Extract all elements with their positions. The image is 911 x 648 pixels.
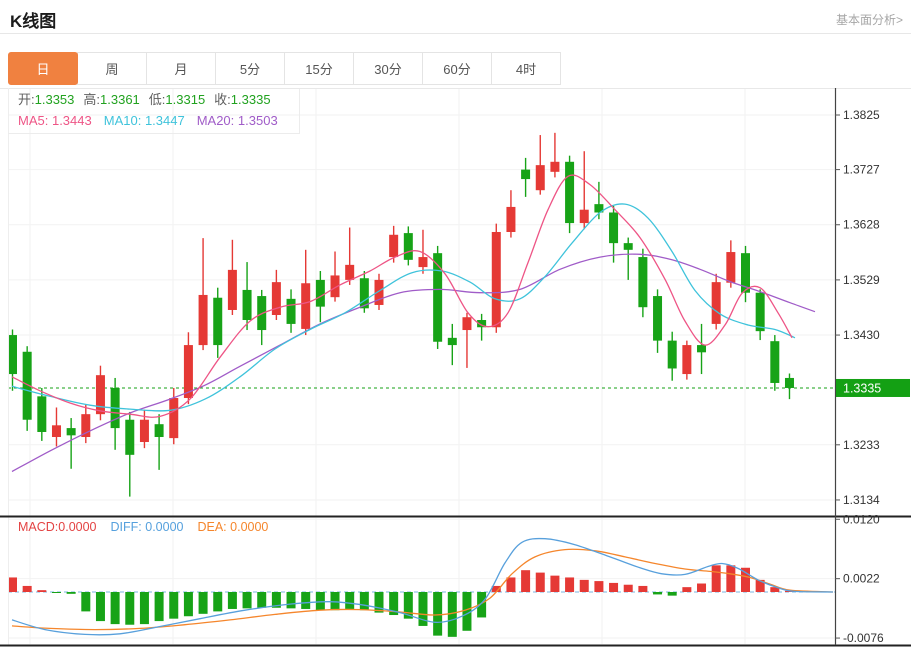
high-value: 1.3361: [100, 92, 140, 107]
svg-text:1.3529: 1.3529: [843, 273, 880, 287]
svg-text:1.3430: 1.3430: [843, 328, 880, 342]
close-label: 收:: [214, 92, 231, 107]
macd-legend-row: MACD:0.0000 DIFF: 0.0000 DEA: 0.0000: [18, 520, 268, 534]
svg-text:0.0120: 0.0120: [843, 512, 880, 526]
svg-text:1.3233: 1.3233: [843, 438, 880, 452]
ma-row: MA5: 1.3443 MA10: 1.3447 MA20: 1.3503: [8, 110, 299, 131]
low-label: 低:: [148, 92, 166, 107]
fundamental-analysis-link[interactable]: 基本面分析>: [835, 13, 903, 27]
svg-text:0.0022: 0.0022: [843, 572, 880, 586]
page-header: K线图 基本面分析>: [0, 0, 911, 34]
ma10-legend: MA10: 1.3447: [103, 113, 185, 128]
svg-text:1.3134: 1.3134: [843, 493, 880, 507]
ohlc-info-box: 开:1.3353 高:1.3361 低:1.3315 收:1.3335 MA5: 1.…: [8, 89, 300, 134]
open-value: 1.3353: [34, 92, 75, 107]
svg-text:1.3727: 1.3727: [843, 163, 880, 177]
open-label: 开:: [18, 92, 35, 107]
diff-legend: DIFF: 0.0000: [110, 520, 184, 534]
tab-4hour[interactable]: 4时: [491, 52, 561, 85]
page-title: K线图: [10, 12, 57, 31]
timeframe-tabs: 日 周 月 5分 15分 30分 60分 4时: [8, 52, 561, 85]
current-price-badge: 1.3335: [843, 381, 881, 395]
ohlc-row: 开:1.3353 高:1.3361 低:1.3315 收:1.3335: [8, 89, 299, 110]
ma5-legend: MA5: 1.3443: [18, 113, 92, 128]
svg-text:-0.0076: -0.0076: [843, 631, 884, 645]
ma20-legend: MA20: 1.3503: [196, 113, 278, 128]
tab-30min[interactable]: 30分: [353, 52, 423, 85]
tab-5min[interactable]: 5分: [215, 52, 285, 85]
tab-week[interactable]: 周: [77, 52, 147, 85]
tab-15min[interactable]: 15分: [284, 52, 354, 85]
high-label: 高:: [83, 92, 101, 107]
tab-day[interactable]: 日: [8, 52, 78, 85]
low-value: 1.3315: [165, 92, 206, 107]
macd-legend: MACD:0.0000: [18, 520, 97, 534]
close-value: 1.3335: [230, 92, 271, 107]
tab-month[interactable]: 月: [146, 52, 216, 85]
svg-text:1.3628: 1.3628: [843, 218, 880, 232]
tab-60min[interactable]: 60分: [422, 52, 492, 85]
dea-legend: DEA: 0.0000: [197, 520, 269, 534]
svg-text:1.3825: 1.3825: [843, 108, 880, 122]
